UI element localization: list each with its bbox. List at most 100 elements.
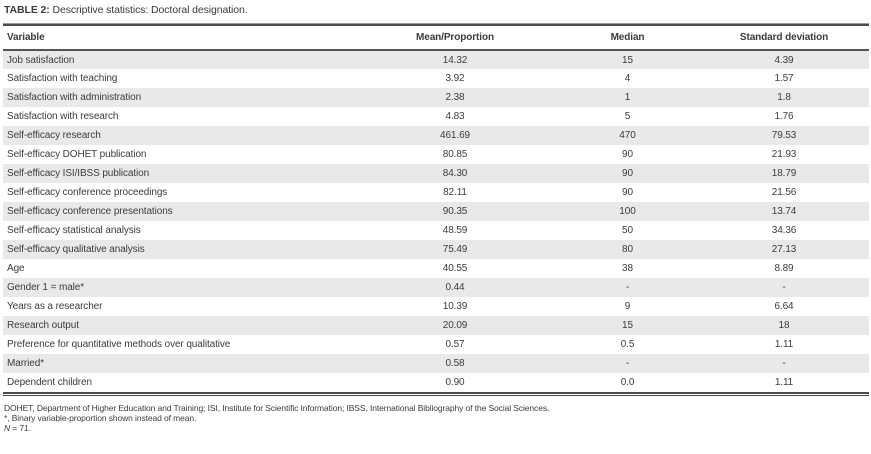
cell-median: 5 — [624, 111, 631, 122]
cell-mean-proportion: 0.58 — [445, 358, 465, 369]
header-row: Variable Mean/Proportion Median Standard… — [3, 26, 869, 51]
column-header-variable: Variable — [3, 26, 354, 51]
table-header: Variable Mean/Proportion Median Standard… — [3, 26, 869, 51]
table-row: Self-efficacy research 461.69 470 79.53 — [3, 126, 869, 145]
cell-variable: Years as a researcher — [7, 301, 103, 312]
table-row: Married* 0.58 - - — [3, 354, 869, 373]
cell-mean-proportion: 0.57 — [445, 339, 465, 350]
cell-median: - — [625, 358, 630, 369]
table-row: Years as a researcher 10.39 9 6.64 — [3, 297, 869, 316]
cell-variable: Satisfaction with administration — [7, 92, 142, 103]
cell-median: 15 — [622, 320, 633, 331]
footnote-abbreviations: DOHET, Department of Higher Education an… — [4, 403, 550, 413]
table-title: TABLE 2: Descriptive statistics: Doctora… — [4, 4, 869, 16]
cell-variable: Self-efficacy statistical analysis — [7, 225, 141, 236]
cell-standard-deviation: 6.64 — [774, 301, 794, 312]
cell-standard-deviation: 1.8 — [777, 92, 791, 103]
descriptive-statistics-table: Variable Mean/Proportion Median Standard… — [3, 26, 869, 392]
cell-variable: Research output — [7, 320, 79, 331]
table-row: Self-efficacy statistical analysis 48.59… — [3, 221, 869, 240]
table-bottom-rule — [3, 392, 869, 396]
cell-standard-deviation: 27.13 — [771, 244, 797, 255]
table-row: Satisfaction with research 4.83 5 1.76 — [3, 107, 869, 126]
table-row: Gender 1 = male* 0.44 - - — [3, 278, 869, 297]
cell-mean-proportion: 0.90 — [445, 377, 465, 388]
table-row: Satisfaction with teaching 3.92 4 1.57 — [3, 69, 869, 88]
cell-mean-proportion: 48.59 — [442, 225, 468, 236]
cell-median: 9 — [624, 301, 631, 312]
table-row: Self-efficacy conference proceedings 82.… — [3, 183, 869, 202]
table-row: Dependent children 0.90 0.0 1.11 — [3, 373, 869, 392]
cell-standard-deviation: 1.11 — [774, 377, 794, 388]
cell-median: 1 — [624, 92, 631, 103]
table-row: Job satisfaction 14.32 15 4.39 — [3, 50, 869, 69]
cell-variable: Self-efficacy qualitative analysis — [7, 244, 145, 255]
cell-standard-deviation: 1.57 — [774, 73, 794, 84]
footnote-sample-size: N = 71. — [4, 423, 869, 433]
table-row: Research output 20.09 15 18 — [3, 316, 869, 335]
cell-mean-proportion: 10.39 — [442, 301, 468, 312]
cell-variable: Self-efficacy conference proceedings — [7, 187, 168, 198]
column-header-median: Median — [556, 26, 699, 51]
cell-standard-deviation: 21.56 — [771, 187, 797, 198]
cell-standard-deviation: 4.39 — [774, 54, 794, 66]
cell-mean-proportion: 84.30 — [442, 168, 468, 179]
cell-variable: Married* — [7, 358, 44, 369]
cell-standard-deviation: 8.89 — [774, 263, 794, 274]
cell-median: 90 — [622, 149, 633, 160]
column-header-mean-proportion: Mean/Proportion — [354, 26, 556, 51]
cell-median: 470 — [619, 130, 636, 141]
cell-mean-proportion: 75.49 — [442, 244, 468, 255]
cell-variable: Gender 1 = male* — [7, 282, 85, 293]
cell-standard-deviation: 1.11 — [774, 339, 794, 350]
cell-mean-proportion: 4.83 — [445, 111, 465, 122]
cell-mean-proportion: 20.09 — [442, 320, 468, 331]
cell-variable: Self-efficacy ISI/IBSS publication — [7, 168, 150, 179]
cell-variable: Preference for quantitative methods over… — [7, 339, 231, 350]
cell-variable: Self-efficacy conference presentations — [7, 206, 173, 217]
cell-median: 50 — [622, 225, 633, 236]
cell-median: 4 — [624, 73, 631, 84]
cell-standard-deviation: - — [782, 282, 786, 293]
sample-size-value: = 71. — [10, 423, 31, 433]
cell-mean-proportion: 14.32 — [442, 54, 468, 66]
table-body: Job satisfaction 14.32 15 4.39 Satisfact… — [3, 50, 869, 392]
cell-median: 90 — [622, 187, 633, 198]
cell-standard-deviation: 21.93 — [771, 149, 797, 160]
cell-standard-deviation: 18 — [778, 320, 790, 331]
cell-median: 80 — [622, 244, 633, 255]
table-top-rule — [3, 23, 869, 26]
cell-standard-deviation: - — [782, 358, 786, 369]
cell-standard-deviation: 13.74 — [771, 206, 797, 217]
table-row: Self-efficacy DOHET publication 80.85 90… — [3, 145, 869, 164]
cell-mean-proportion: 40.55 — [442, 263, 468, 274]
cell-median: 100 — [619, 206, 636, 217]
cell-median: 0.5 — [620, 339, 635, 350]
cell-median: 15 — [622, 54, 633, 66]
cell-standard-deviation: 79.53 — [771, 130, 797, 141]
cell-variable: Satisfaction with research — [7, 111, 119, 122]
footnote-binary-variable: *, Binary variable-proportion shown inst… — [4, 413, 197, 423]
table-figure: TABLE 2: Descriptive statistics: Doctora… — [3, 4, 869, 433]
cell-mean-proportion: 90.35 — [442, 206, 468, 217]
cell-standard-deviation: 18.79 — [771, 168, 797, 179]
cell-mean-proportion: 80.85 — [442, 149, 468, 160]
table-caption: Descriptive statistics: Doctoral designa… — [49, 4, 248, 16]
column-header-standard-deviation: Standard deviation — [699, 26, 869, 51]
cell-mean-proportion: 2.38 — [445, 92, 465, 103]
cell-standard-deviation: 1.76 — [774, 111, 794, 122]
table-row: Satisfaction with administration 2.38 1 … — [3, 88, 869, 107]
cell-variable: Self-efficacy DOHET publication — [7, 149, 147, 160]
cell-mean-proportion: 82.11 — [443, 187, 467, 198]
cell-mean-proportion: 461.69 — [440, 130, 470, 141]
cell-median: 0.0 — [620, 377, 635, 388]
cell-standard-deviation: 34.36 — [771, 225, 797, 236]
cell-median: - — [625, 282, 630, 293]
table-row: Age 40.55 38 8.89 — [3, 259, 869, 278]
sample-size-symbol: N — [4, 423, 11, 433]
table-row: Preference for quantitative methods over… — [3, 335, 869, 354]
cell-mean-proportion: 0.44 — [445, 282, 465, 293]
cell-variable: Age — [7, 263, 25, 274]
table-row: Self-efficacy conference presentations 9… — [3, 202, 869, 221]
cell-variable: Self-efficacy research — [7, 130, 101, 141]
